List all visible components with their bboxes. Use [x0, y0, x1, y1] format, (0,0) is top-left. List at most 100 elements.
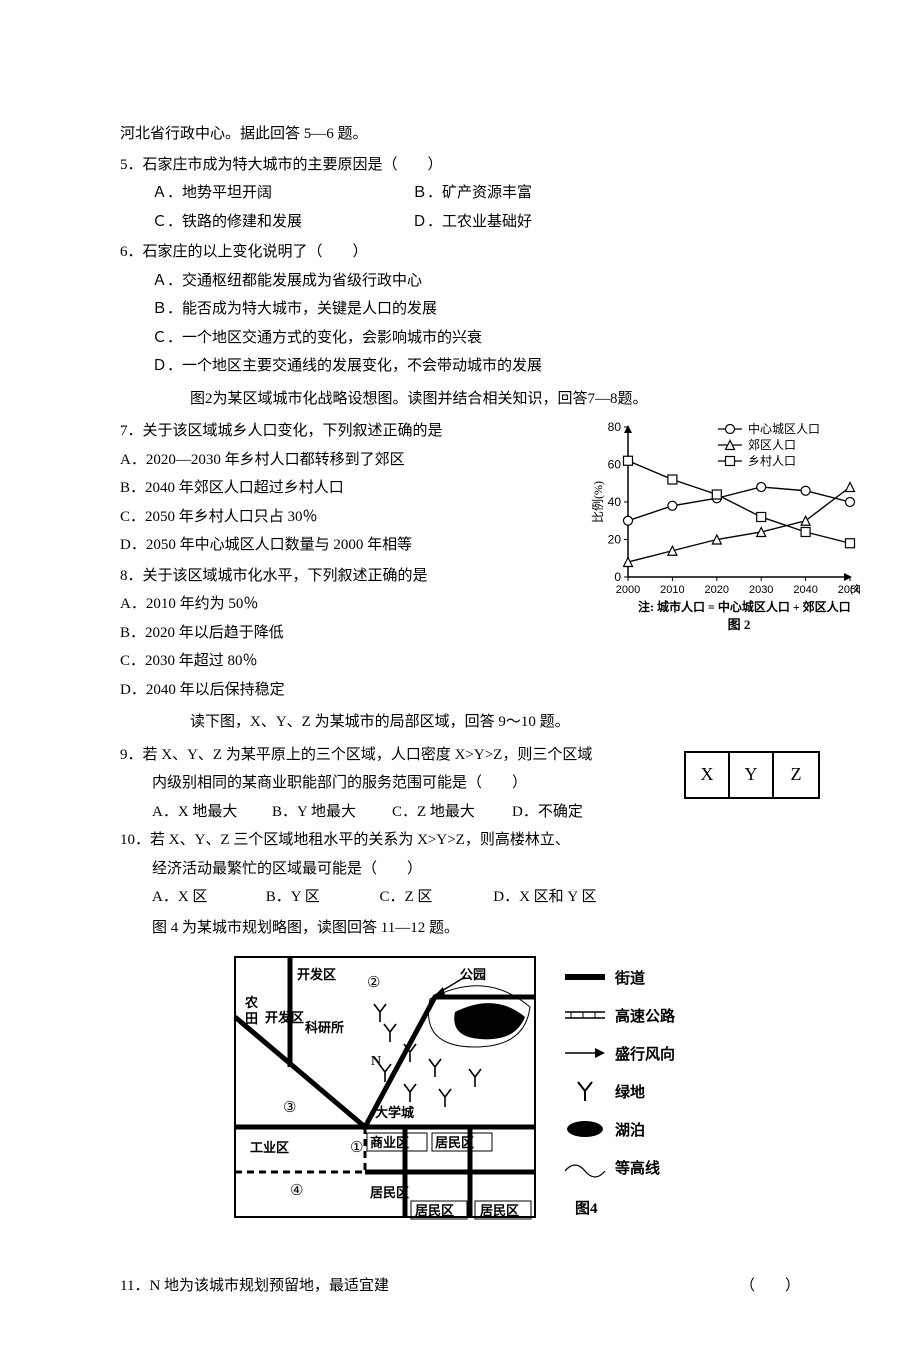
- q8-stem: 8．关于该区域城市化水平，下列叙述正确的是: [120, 568, 428, 584]
- q6-stem: 6．石家庄的以上变化说明了（ ）: [120, 244, 368, 260]
- q10-opt-a: A．X 区: [152, 883, 262, 912]
- q78-left: 7．关于该区域城乡人口变化，下列叙述正确的是 A．2020—2030 年乡村人口…: [120, 417, 520, 704]
- svg-text:工业区: 工业区: [250, 1140, 289, 1155]
- svg-text:田: 田: [245, 1011, 258, 1026]
- svg-text:郊区人口: 郊区人口: [748, 438, 796, 452]
- svg-text:大学城: 大学城: [375, 1105, 414, 1120]
- q7-opt-a: A．2020—2030 年乡村人口都转移到了郊区: [120, 446, 520, 475]
- q8-opt-a: A．2010 年约为 50％: [120, 590, 320, 619]
- q10-opt-c: C．Z 区: [380, 883, 490, 912]
- xyz-z: Z: [774, 753, 818, 797]
- svg-text:绿地: 绿地: [615, 1083, 645, 1101]
- intro-5-6: 河北省行政中心。据此回答 5—6 题。: [120, 120, 800, 149]
- q7-stem: 7．关于该区域城乡人口变化，下列叙述正确的是: [120, 423, 443, 439]
- question-10: 10．若 X、Y、Z 三个区域地租水平的关系为 X>Y>Z，则高楼林立、 经济活…: [120, 826, 800, 912]
- q9-opt-a: A．X 地最大: [152, 798, 272, 827]
- q6-opt-a: Ａ．交通枢纽都能发展成为省级行政中心: [120, 267, 800, 296]
- question-11: 11．N 地为该城市规划预留地，最适宜建 （ ）: [120, 1272, 800, 1301]
- q7-opt-c: C．2050 年乡村人口只占 30％: [120, 503, 520, 532]
- q10-opts: A．X 区 B．Y 区 C．Z 区 D．X 区和 Y 区: [120, 883, 800, 912]
- svg-text:公园: 公园: [460, 967, 486, 982]
- q9-opt-b: B．Y 地最大: [272, 798, 392, 827]
- q7-opt-b: B．2040 年郊区人口超过乡村人口: [120, 474, 520, 503]
- svg-text:④: ④: [290, 1183, 303, 1199]
- q11-stem: 11．N 地为该城市规划预留地，最适宜建: [120, 1278, 389, 1294]
- svg-text:居民区: 居民区: [480, 1203, 519, 1218]
- q5-opt-b: Ｂ．矿产资源丰富: [412, 179, 532, 208]
- q5-opt-d: Ｄ．工农业基础好: [412, 208, 532, 237]
- svg-text:2000: 2000: [616, 584, 640, 596]
- q6-opt-b: Ｂ．能否成为特大城市，关键是人口的发展: [120, 295, 800, 324]
- q6-opt-d: Ｄ．一个地区主要交通线的发展变化，不会带动城市的发展: [120, 352, 800, 381]
- q8-row1: A．2010 年约为 50％ B．2020 年以后趋于降低: [120, 590, 520, 647]
- q5-row2: Ｃ．铁路的修建和发展 Ｄ．工农业基础好: [120, 208, 800, 237]
- svg-text:盛行风向: 盛行风向: [615, 1045, 675, 1063]
- q10-opt-b: B．Y 区: [266, 883, 376, 912]
- svg-text:乡村人口: 乡村人口: [748, 454, 796, 468]
- svg-text:居民区: 居民区: [435, 1135, 474, 1150]
- svg-text:0: 0: [614, 570, 621, 584]
- xyz-y: Y: [730, 753, 774, 797]
- svg-text:开发区: 开发区: [265, 1010, 304, 1025]
- block-9: 9．若 X、Y、Z 为某平原上的三个区域，人口密度 X>Y>Z，则三个区域 内级…: [120, 741, 800, 827]
- svg-text:湖泊: 湖泊: [615, 1121, 645, 1139]
- q5-stem: 5．石家庄市成为特大城市的主要原因是（ ）: [120, 157, 443, 173]
- svg-text:①: ①: [350, 1140, 363, 1156]
- q10-stem2: 经济活动最繁忙的区域最可能是（ ）: [120, 855, 800, 884]
- xyz-x: X: [686, 753, 730, 797]
- q5-opt-a: Ａ．地势平坦开阔: [152, 179, 412, 208]
- svg-text:N: N: [371, 1054, 381, 1069]
- q9-opt-d: D．不确定: [512, 798, 662, 827]
- block-7-8: 7．关于该区域城乡人口变化，下列叙述正确的是 A．2020—2030 年乡村人口…: [120, 417, 800, 704]
- question-5: 5．石家庄市成为特大城市的主要原因是（ ） Ａ．地势平坦开阔 Ｂ．矿产资源丰富 …: [120, 151, 800, 237]
- svg-text:图 2: 图 2: [728, 617, 751, 632]
- q9-stem2: 内级别相同的某商业职能部门的服务范围可能是（ ）: [120, 769, 620, 798]
- q9-opts: A．X 地最大 B．Y 地最大 C．Z 地最大 D．不确定: [120, 798, 620, 827]
- q8-opt-b: B．2020 年以后趋于降低: [120, 619, 284, 648]
- svg-text:(年): (年): [850, 582, 860, 596]
- intro-7-8: 图2为某区域城市化战略设想图。读图并结合相关知识，回答7—8题。: [120, 385, 800, 414]
- question-9: 9．若 X、Y、Z 为某平原上的三个区域，人口密度 X>Y>Z，则三个区域 内级…: [120, 741, 620, 827]
- svg-text:高速公路: 高速公路: [615, 1007, 676, 1025]
- q7-opt-d: D．2050 年中心城区人口数量与 2000 年相等: [120, 531, 520, 560]
- svg-text:居民区: 居民区: [370, 1185, 409, 1200]
- svg-text:中心城区人口: 中心城区人口: [748, 421, 820, 436]
- svg-text:2040: 2040: [793, 584, 817, 596]
- intro-9-10: 读下图，X、Y、Z 为某城市的局部区域，回答 9～10 题。: [120, 708, 800, 737]
- svg-text:比例(%): 比例(%): [591, 481, 605, 523]
- svg-text:图4: 图4: [575, 1200, 598, 1217]
- svg-text:40: 40: [608, 495, 622, 509]
- svg-text:2030: 2030: [749, 584, 773, 596]
- intro-11-12: 图 4 为某城市规划略图，读图回答 11—12 题。: [120, 914, 800, 943]
- svg-text:开发区: 开发区: [297, 967, 336, 982]
- question-8: 8．关于该区域城市化水平，下列叙述正确的是 A．2010 年约为 50％ B．2…: [120, 562, 520, 705]
- svg-text:注: 城市人口 = 中心城区人口 + 郊区人口: 注: 城市人口 = 中心城区人口 + 郊区人口: [638, 599, 851, 614]
- q10-stem1: 10．若 X、Y、Z 三个区域地租水平的关系为 X>Y>Z，则高楼林立、: [120, 832, 570, 848]
- svg-text:80: 80: [608, 420, 622, 434]
- svg-text:20: 20: [608, 533, 622, 547]
- svg-text:③: ③: [283, 1100, 296, 1116]
- q5-opt-c: Ｃ．铁路的修建和发展: [152, 208, 412, 237]
- svg-text:等高线: 等高线: [615, 1159, 660, 1177]
- question-7: 7．关于该区域城乡人口变化，下列叙述正确的是 A．2020—2030 年乡村人口…: [120, 417, 520, 560]
- q5-row1: Ａ．地势平坦开阔 Ｂ．矿产资源丰富: [120, 179, 800, 208]
- svg-text:2010: 2010: [660, 584, 684, 596]
- svg-text:科研所: 科研所: [305, 1020, 344, 1035]
- xyz-diagram: X Y Z: [684, 751, 820, 799]
- q8-opt-d: D．2040 年以后保持稳定: [120, 676, 285, 705]
- figure-4-map: 农田开发区开发区科研所公园N大学城工业区商业区居民区居民区居民区居民区②③①④街…: [120, 952, 800, 1242]
- q11-paren: （ ）: [740, 1272, 800, 1301]
- svg-text:2020: 2020: [705, 584, 729, 596]
- svg-text:农: 农: [244, 995, 258, 1010]
- svg-text:②: ②: [367, 975, 380, 991]
- svg-text:商业区: 商业区: [370, 1135, 409, 1150]
- q6-opt-c: Ｃ．一个地区交通方式的变化，会影响城市的兴衰: [120, 324, 800, 353]
- question-6: 6．石家庄的以上变化说明了（ ） Ａ．交通枢纽都能发展成为省级行政中心 Ｂ．能否…: [120, 238, 800, 381]
- q8-opt-c: C．2030 年超过 80％: [120, 647, 320, 676]
- svg-text:60: 60: [608, 458, 622, 472]
- q9-stem1: 9．若 X、Y、Z 为某平原上的三个区域，人口密度 X>Y>Z，则三个区域: [120, 747, 592, 763]
- figure-2-chart: 020406080200020102020203020402050比例(%)(年…: [590, 417, 860, 663]
- q10-opt-d: D．X 区和 Y 区: [493, 883, 596, 912]
- svg-text:街道: 街道: [614, 969, 645, 987]
- svg-text:居民区: 居民区: [415, 1203, 454, 1218]
